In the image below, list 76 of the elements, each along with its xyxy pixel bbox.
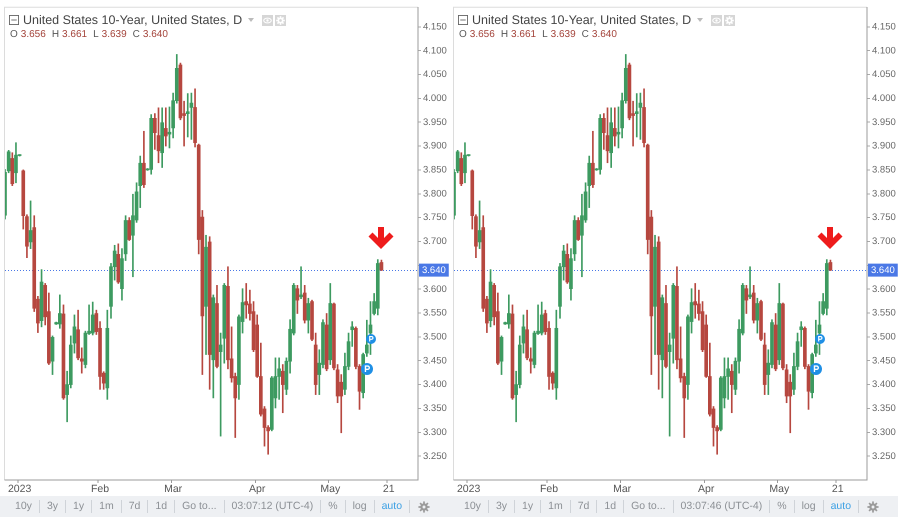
x-tick-label: 21 bbox=[832, 483, 844, 496]
y-tick-label: 3.550 bbox=[423, 308, 447, 319]
text: auto bbox=[374, 500, 410, 513]
y-tick-label: 3.300 bbox=[872, 426, 896, 438]
text: 1d bbox=[147, 500, 174, 513]
y-tick-label: 3.700 bbox=[423, 236, 447, 248]
y-tick-label: 3.850 bbox=[872, 164, 896, 176]
text: 03:07:46 (UTC-4) bbox=[672, 500, 770, 513]
y-tick-label: 3.950 bbox=[872, 116, 896, 128]
y-tick-label: 4.000 bbox=[872, 92, 896, 104]
x-tick-label: May bbox=[769, 483, 790, 496]
y-tick-label: 3.950 bbox=[423, 116, 447, 128]
y-tick-label: 4.100 bbox=[423, 45, 447, 56]
text: Go to... bbox=[174, 500, 224, 513]
y-tick-label: 4.050 bbox=[872, 69, 896, 80]
y-tick-label: 4.000 bbox=[423, 92, 447, 104]
y-tick-label: 3.350 bbox=[872, 403, 896, 414]
text: 1y bbox=[514, 500, 540, 513]
text: 7d bbox=[570, 500, 596, 513]
x-tick-label: Mar bbox=[164, 483, 183, 496]
text: auto bbox=[822, 500, 858, 513]
y-tick-label: 3.400 bbox=[423, 379, 447, 390]
text: Go to... bbox=[623, 500, 673, 513]
x-tick-label: Feb bbox=[90, 483, 110, 496]
text: log bbox=[344, 500, 374, 513]
text: log bbox=[794, 500, 823, 513]
text: 03:07:12 (UTC-4) bbox=[224, 500, 320, 513]
y-tick-label: 3.350 bbox=[423, 403, 447, 414]
text: % bbox=[769, 500, 794, 513]
ref-line-label: 3.640 bbox=[422, 265, 446, 276]
x-tick-label: Apr bbox=[249, 483, 266, 496]
y-tick-label: 3.600 bbox=[872, 284, 896, 295]
x-tick-label: May bbox=[320, 483, 341, 496]
y-tick-label: 3.250 bbox=[423, 450, 447, 462]
text: 7d bbox=[120, 500, 148, 513]
text: 3y bbox=[488, 500, 514, 513]
text: 1y bbox=[65, 500, 92, 513]
x-tick-label: Feb bbox=[540, 483, 558, 496]
y-tick-label: 4.050 bbox=[423, 69, 447, 80]
y-tick-label: 3.250 bbox=[872, 450, 896, 462]
text: 1m bbox=[540, 500, 570, 513]
text: 10y bbox=[463, 500, 482, 513]
y-tick-label: 3.450 bbox=[423, 355, 447, 366]
y-tick-label: 3.450 bbox=[872, 355, 896, 366]
x-tick-label: Apr bbox=[698, 483, 715, 496]
chart-title: United States 10-Year, United States, D bbox=[472, 13, 692, 27]
y-tick-label: 4.150 bbox=[423, 21, 447, 32]
x-tick-label: Mar bbox=[613, 483, 632, 496]
y-tick-label: 3.900 bbox=[423, 140, 447, 152]
text: 3y bbox=[38, 500, 66, 513]
y-tick-label: 3.400 bbox=[872, 379, 896, 390]
y-tick-label: 3.750 bbox=[872, 212, 896, 224]
chart-title: United States 10-Year, United States, D bbox=[23, 13, 242, 27]
ref-line-label: 3.640 bbox=[871, 265, 895, 276]
y-tick-label: 4.100 bbox=[872, 45, 896, 56]
y-tick-label: 3.900 bbox=[872, 140, 896, 152]
y-tick-label: 3.750 bbox=[423, 212, 447, 224]
y-tick-label: 3.850 bbox=[423, 164, 447, 176]
y-tick-label: 3.500 bbox=[423, 332, 447, 343]
x-tick-label: 2023 bbox=[8, 483, 32, 496]
text: O 3.656 H 3.661 L 3.639 C 3.640 bbox=[459, 29, 617, 40]
y-tick-label: 3.300 bbox=[423, 426, 447, 438]
y-tick-label: 3.550 bbox=[872, 308, 896, 319]
text: 10y bbox=[14, 500, 33, 513]
y-tick-label: 4.150 bbox=[872, 21, 896, 32]
text: 1d bbox=[596, 500, 624, 513]
y-tick-label: 3.700 bbox=[872, 236, 896, 248]
x-tick-label: 2023 bbox=[456, 483, 480, 496]
text: O 3.656 H 3.661 L 3.639 C 3.640 bbox=[10, 29, 168, 40]
text: 1m bbox=[91, 500, 121, 513]
text: % bbox=[320, 500, 345, 513]
x-tick-label: 21 bbox=[382, 483, 395, 496]
y-tick-label: 3.800 bbox=[423, 188, 447, 200]
y-tick-label: 3.800 bbox=[872, 188, 896, 200]
y-tick-label: 3.500 bbox=[872, 332, 896, 343]
y-tick-label: 3.600 bbox=[423, 284, 447, 295]
